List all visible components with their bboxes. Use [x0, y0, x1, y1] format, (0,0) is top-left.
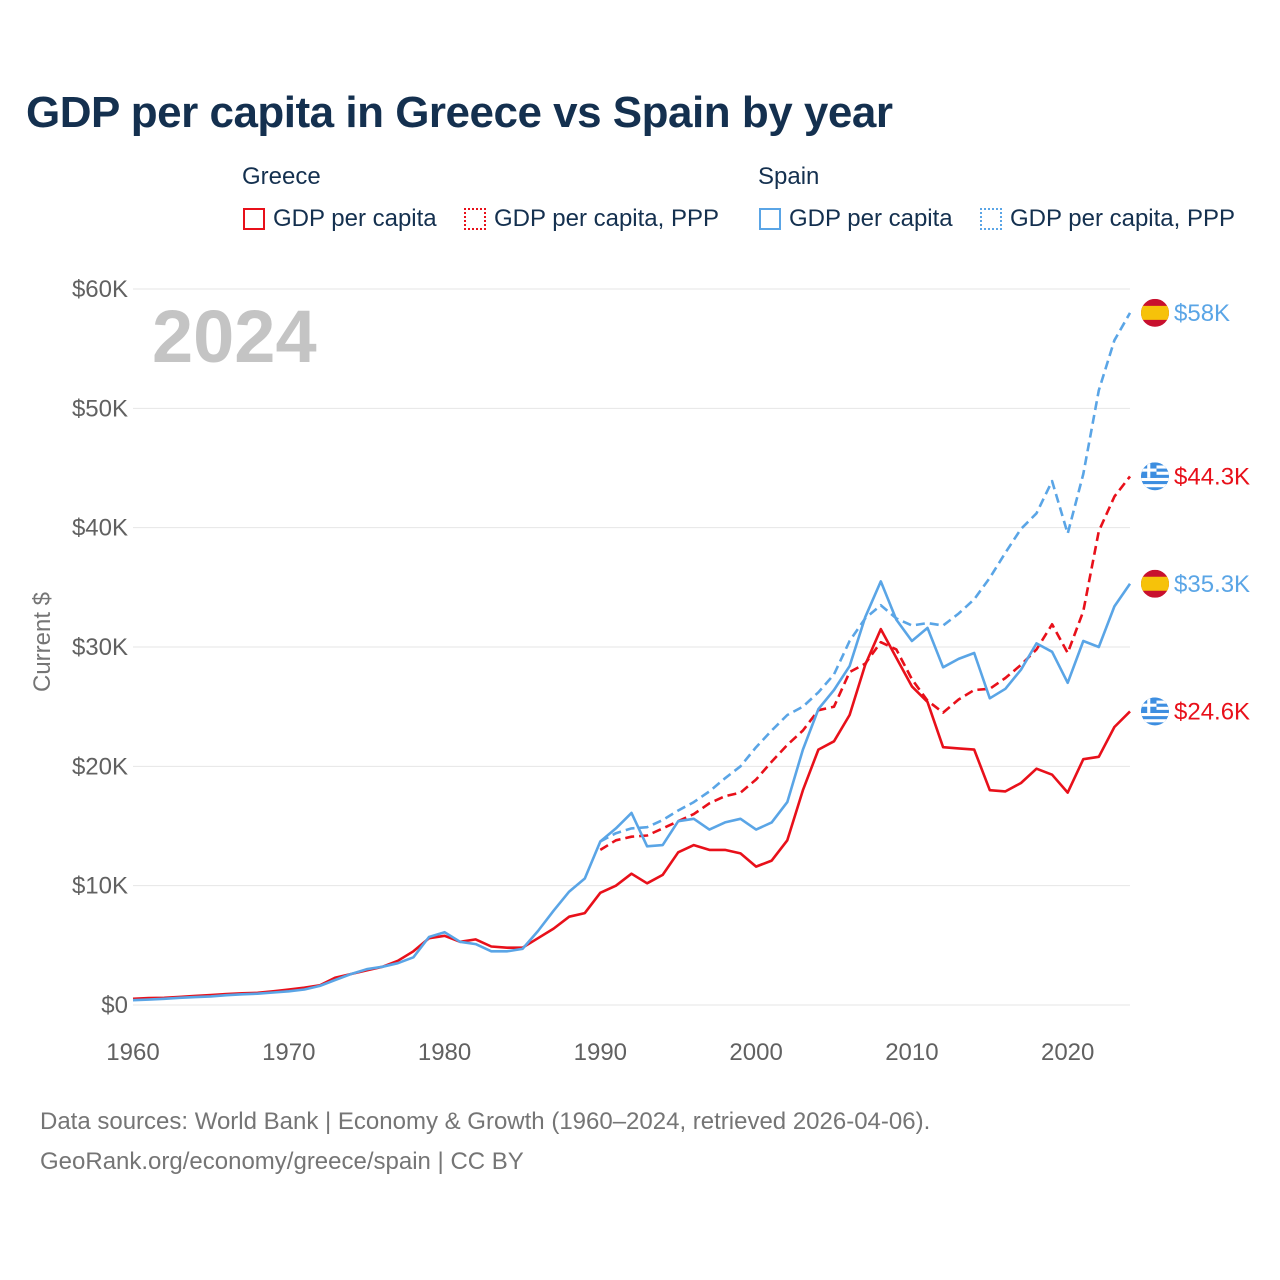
- end-labels: $58K $44.3K $35.3K $24.6K: [1141, 298, 1250, 726]
- gridlines: [133, 288, 1130, 1006]
- x-tick-label: 1980: [418, 1039, 471, 1066]
- y-tick-label: $50K: [72, 395, 128, 422]
- x-tick-label: 1970: [262, 1039, 315, 1066]
- spain-flag-icon: [1141, 569, 1169, 598]
- legend-group-greece: Greece: [242, 163, 321, 190]
- end-label-greece_gdp: $24.6K: [1174, 698, 1250, 725]
- source-line-2: GeoRank.org/economy/greece/spain | CC BY: [40, 1148, 524, 1175]
- source-line-1: Data sources: World Bank | Economy & Gro…: [40, 1108, 931, 1135]
- series-line-greece_ppp[interactable]: [599, 475, 1132, 852]
- x-tick-label: 2000: [729, 1039, 782, 1066]
- x-tick-label: 1960: [106, 1039, 159, 1066]
- x-tick-label: 2020: [1041, 1039, 1094, 1066]
- legend-swatch-solid-red: [243, 208, 265, 230]
- x-tick-label: 2010: [885, 1039, 938, 1066]
- legend-greece-ppp[interactable]: GDP per capita, PPP: [464, 205, 719, 233]
- y-tick-label: $40K: [72, 515, 128, 542]
- chart-title: GDP per capita in Greece vs Spain by yea…: [26, 88, 893, 137]
- x-tick-label: 1990: [574, 1039, 627, 1066]
- legend-swatch-dotted-blue: [980, 208, 1002, 230]
- axes: $0 $10K $20K $30K $40K $50K $60K 1960 1970 1980 19…: [72, 276, 1094, 1066]
- legend-label: GDP per capita, PPP: [494, 205, 719, 232]
- legend-spain-gdp[interactable]: GDP per capita: [759, 205, 953, 233]
- greece-flag-icon: [1141, 697, 1169, 726]
- spain-flag-icon: [1141, 298, 1169, 327]
- y-tick-label: $30K: [72, 634, 128, 661]
- end-label-spain_ppp: $58K: [1174, 300, 1230, 327]
- series-line-spain_ppp[interactable]: [599, 312, 1132, 843]
- series-line-spain_gdp[interactable]: [132, 580, 1132, 1002]
- y-tick-label: $0: [101, 992, 128, 1019]
- legend-swatch-dotted-red: [464, 208, 486, 230]
- legend-label: GDP per capita: [789, 205, 953, 232]
- end-label-greece_ppp: $44.3K: [1174, 463, 1250, 490]
- legend-spain-ppp[interactable]: GDP per capita, PPP: [980, 205, 1235, 233]
- series-line-greece_gdp[interactable]: [132, 627, 1131, 1001]
- y-axis-label: Current $: [29, 592, 56, 692]
- greece-flag-icon: [1141, 462, 1169, 491]
- y-tick-label: $10K: [72, 873, 128, 900]
- y-tick-label: $20K: [72, 753, 128, 780]
- y-tick-label: $60K: [72, 276, 128, 303]
- year-watermark: 2024: [152, 295, 317, 378]
- legend-label: GDP per capita, PPP: [1010, 205, 1235, 232]
- legend-label: GDP per capita: [273, 205, 437, 232]
- legend-greece-gdp[interactable]: GDP per capita: [243, 205, 437, 233]
- end-label-spain_gdp: $35.3K: [1174, 571, 1250, 598]
- legend-swatch-solid-blue: [759, 208, 781, 230]
- series: [132, 312, 1132, 1002]
- legend-group-spain: Spain: [758, 163, 820, 190]
